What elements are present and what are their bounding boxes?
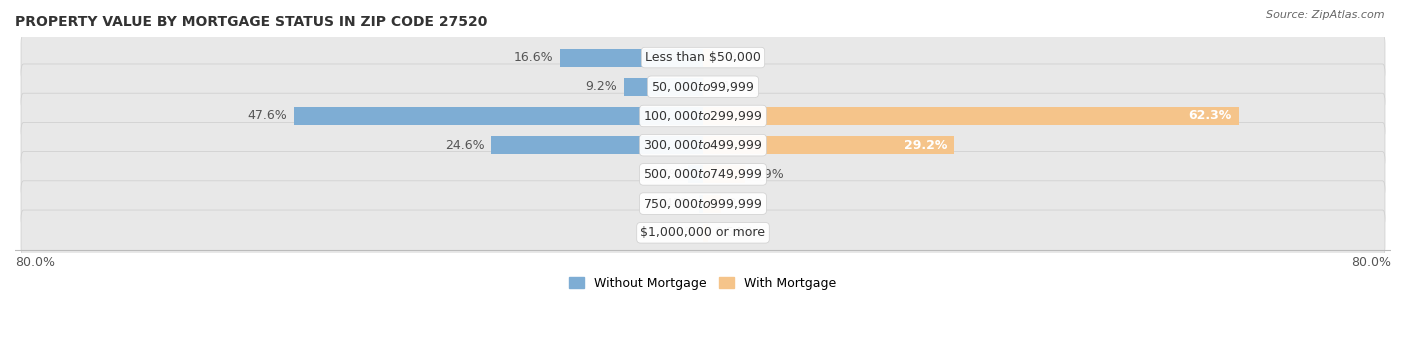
Bar [624, 78, 703, 96]
Text: PROPERTY VALUE BY MORTGAGE STATUS IN ZIP CODE 27520: PROPERTY VALUE BY MORTGAGE STATUS IN ZIP… [15, 15, 488, 29]
Text: 80.0%: 80.0% [15, 256, 55, 269]
Bar [294, 107, 703, 125]
Bar [699, 194, 703, 212]
Bar [703, 224, 707, 242]
Text: Source: ZipAtlas.com: Source: ZipAtlas.com [1267, 10, 1385, 20]
Text: 47.6%: 47.6% [247, 109, 287, 122]
Text: $100,000 to $299,999: $100,000 to $299,999 [644, 109, 762, 123]
Legend: Without Mortgage, With Mortgage: Without Mortgage, With Mortgage [564, 272, 842, 294]
Bar [492, 136, 703, 154]
Bar [703, 49, 710, 67]
Text: 0.0%: 0.0% [664, 226, 696, 239]
Text: Less than $50,000: Less than $50,000 [645, 51, 761, 64]
Bar [703, 194, 721, 212]
Text: $300,000 to $499,999: $300,000 to $499,999 [644, 138, 762, 152]
Text: 9.2%: 9.2% [585, 80, 617, 93]
Text: 0.14%: 0.14% [711, 80, 751, 93]
Text: 0.82%: 0.82% [717, 51, 756, 64]
Text: $750,000 to $999,999: $750,000 to $999,999 [644, 197, 762, 210]
FancyBboxPatch shape [21, 152, 1385, 197]
Text: 29.2%: 29.2% [904, 139, 948, 152]
FancyBboxPatch shape [21, 93, 1385, 139]
Text: 24.6%: 24.6% [444, 139, 485, 152]
Text: $50,000 to $99,999: $50,000 to $99,999 [651, 80, 755, 94]
FancyBboxPatch shape [21, 181, 1385, 226]
Text: 0.54%: 0.54% [714, 226, 755, 239]
Text: 4.9%: 4.9% [752, 168, 783, 181]
FancyBboxPatch shape [21, 35, 1385, 80]
Text: 62.3%: 62.3% [1188, 109, 1232, 122]
Text: 16.6%: 16.6% [513, 51, 554, 64]
Bar [703, 136, 955, 154]
Text: 0.42%: 0.42% [652, 197, 693, 210]
Text: 1.7%: 1.7% [650, 168, 682, 181]
Bar [689, 165, 703, 184]
Bar [703, 107, 1239, 125]
FancyBboxPatch shape [21, 64, 1385, 109]
FancyBboxPatch shape [21, 122, 1385, 168]
Text: $1,000,000 or more: $1,000,000 or more [641, 226, 765, 239]
Bar [560, 49, 703, 67]
FancyBboxPatch shape [21, 210, 1385, 256]
Text: 80.0%: 80.0% [1351, 256, 1391, 269]
Text: $500,000 to $749,999: $500,000 to $749,999 [644, 167, 762, 182]
Text: 2.1%: 2.1% [728, 197, 759, 210]
Bar [703, 165, 745, 184]
